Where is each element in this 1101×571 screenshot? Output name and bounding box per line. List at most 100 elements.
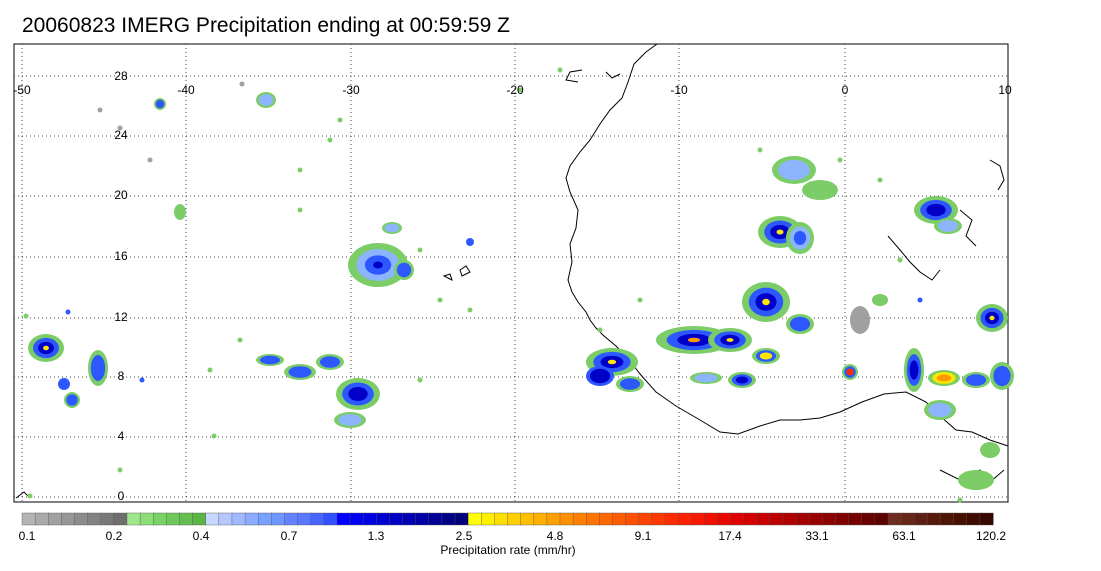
colorbar-swatch bbox=[782, 512, 797, 526]
colorbar-swatch bbox=[428, 512, 443, 526]
precip-speck bbox=[23, 313, 29, 319]
precip-cell bbox=[759, 352, 773, 360]
colorbar-swatch bbox=[34, 512, 49, 526]
colorbar-tick-label: 2.5 bbox=[456, 529, 473, 543]
colorbar-swatch bbox=[953, 512, 968, 526]
precip-speck bbox=[117, 467, 123, 473]
colorbar-swatch bbox=[153, 512, 167, 526]
precip-speck bbox=[27, 493, 33, 499]
precip-cell bbox=[90, 355, 106, 381]
colorbar-swatch bbox=[559, 512, 574, 526]
colorbar-swatch bbox=[441, 512, 456, 526]
colorbar-swatch bbox=[74, 512, 89, 526]
lat-label: 16 bbox=[114, 249, 128, 263]
colorbar-swatch bbox=[612, 512, 627, 526]
precip-speck bbox=[297, 167, 303, 173]
precip-cell bbox=[43, 345, 49, 351]
colorbar-tick-label: 17.4 bbox=[718, 529, 742, 543]
colorbar bbox=[21, 512, 994, 526]
precip-cell bbox=[66, 394, 78, 406]
colorbar-swatch bbox=[100, 512, 115, 526]
precip-cell bbox=[936, 374, 952, 382]
precip-cell bbox=[396, 262, 412, 278]
colorbar-swatch bbox=[914, 512, 928, 526]
colorbar-swatch bbox=[257, 512, 272, 526]
colorbar-swatch bbox=[284, 512, 299, 526]
precip-speck bbox=[597, 327, 603, 333]
precip-cell bbox=[872, 294, 888, 306]
precip-speck bbox=[147, 157, 153, 163]
precip-cell bbox=[373, 261, 383, 269]
lon-label: -10 bbox=[670, 83, 688, 97]
colorbar-swatch bbox=[415, 512, 430, 526]
colorbar-swatch bbox=[48, 512, 62, 526]
lat-label: 12 bbox=[114, 310, 128, 324]
colorbar-tick-label: 63.1 bbox=[892, 529, 916, 543]
colorbar-swatch bbox=[323, 512, 338, 526]
precip-cell bbox=[909, 360, 919, 380]
colorbar-swatch bbox=[362, 512, 377, 526]
colorbar-swatch bbox=[467, 512, 482, 526]
precip-cell bbox=[776, 229, 784, 235]
precip-speck bbox=[297, 207, 303, 213]
colorbar-swatch bbox=[940, 512, 955, 526]
coastline bbox=[15, 43, 1009, 499]
colorbar-swatch bbox=[874, 512, 889, 526]
colorbar-swatch bbox=[979, 512, 994, 526]
colorbar-swatch bbox=[730, 512, 745, 526]
colorbar-swatch bbox=[139, 512, 154, 526]
precip-cell bbox=[338, 414, 362, 426]
lon-label: 0 bbox=[842, 83, 849, 97]
precip-cell bbox=[384, 223, 400, 233]
colorbar-swatch bbox=[87, 512, 102, 526]
colorbar-swatch bbox=[389, 512, 404, 526]
precip-cell bbox=[762, 298, 770, 306]
colorbar-tick-label: 9.1 bbox=[635, 529, 652, 543]
precip-cell bbox=[778, 159, 810, 181]
colorbar-swatch bbox=[336, 512, 351, 526]
colorbar-swatch bbox=[664, 512, 679, 526]
precip-speck bbox=[327, 137, 333, 143]
precip-cell bbox=[155, 99, 165, 109]
colorbar-swatch bbox=[795, 512, 810, 526]
precip-speck bbox=[637, 297, 643, 303]
latitude-labels: 28 24 20 16 12 8 4 0 bbox=[114, 69, 128, 503]
colorbar-swatch bbox=[677, 512, 692, 526]
precip-cell bbox=[348, 386, 368, 402]
lon-label: -20 bbox=[506, 83, 524, 97]
precip-cell bbox=[980, 442, 1000, 458]
precip-cell bbox=[466, 238, 474, 246]
colorbar-swatch bbox=[546, 512, 561, 526]
colorbar-swatch bbox=[271, 512, 286, 526]
colorbar-swatch bbox=[966, 512, 981, 526]
precipitation-field bbox=[23, 67, 1014, 503]
precip-speck bbox=[237, 337, 243, 343]
lon-label: -40 bbox=[177, 83, 195, 97]
colorbar-swatch bbox=[454, 512, 469, 526]
precip-speck bbox=[117, 125, 123, 131]
lat-label: 20 bbox=[114, 188, 128, 202]
precip-speck bbox=[239, 81, 245, 87]
colorbar-swatch bbox=[704, 512, 719, 526]
precip-speck bbox=[837, 157, 843, 163]
colorbar-swatch bbox=[21, 512, 36, 526]
precip-speck bbox=[757, 147, 763, 153]
colorbar-swatch bbox=[297, 512, 312, 526]
colorbar-swatch bbox=[743, 512, 758, 526]
precip-cell bbox=[619, 378, 641, 390]
lon-label: 10 bbox=[998, 83, 1012, 97]
colorbar-swatch bbox=[349, 512, 364, 526]
colorbar-swatch bbox=[717, 512, 732, 526]
lon-label: -30 bbox=[342, 83, 360, 97]
precip-cell bbox=[319, 356, 341, 368]
colorbar-swatch bbox=[166, 512, 181, 526]
precip-speck bbox=[557, 67, 563, 73]
colorbar-swatch bbox=[192, 512, 207, 526]
colorbar-swatch bbox=[809, 512, 824, 526]
lat-label: 8 bbox=[118, 369, 125, 383]
precip-cell bbox=[937, 220, 959, 232]
colorbar-swatch bbox=[887, 512, 902, 526]
colorbar-swatch bbox=[113, 512, 128, 526]
colorbar-swatch bbox=[244, 512, 259, 526]
